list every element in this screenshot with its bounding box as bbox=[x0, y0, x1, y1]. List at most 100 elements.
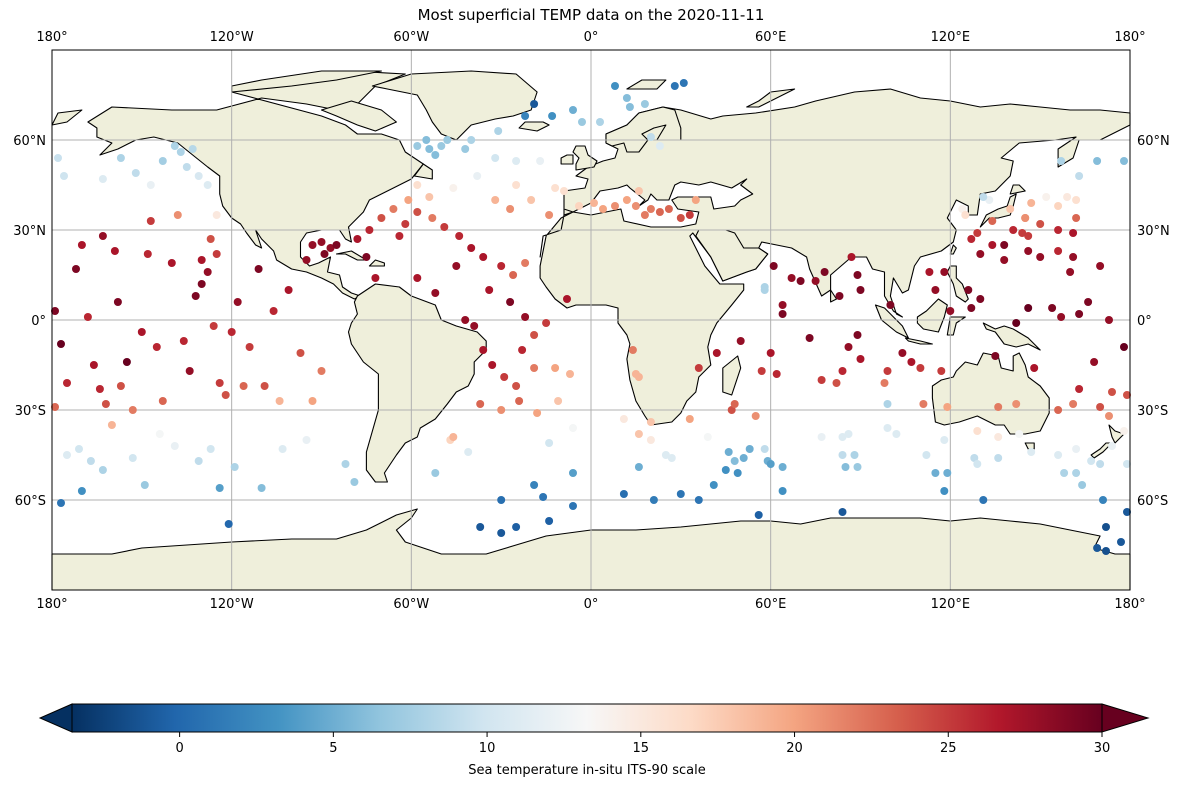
temperature-point bbox=[515, 397, 524, 405]
temperature-point bbox=[661, 451, 670, 459]
temperature-point bbox=[512, 382, 521, 390]
temperature-point bbox=[820, 268, 829, 276]
temperature-point bbox=[1024, 232, 1033, 240]
temperature-point bbox=[622, 94, 631, 102]
temperature-point bbox=[1054, 226, 1063, 234]
temperature-point bbox=[77, 487, 86, 495]
temperature-point bbox=[979, 496, 988, 504]
temperature-point bbox=[1006, 205, 1015, 213]
colorbar-extend-min bbox=[38, 703, 73, 733]
temperature-point bbox=[1069, 229, 1078, 237]
temperature-point bbox=[667, 454, 676, 462]
temperature-point bbox=[1090, 358, 1099, 366]
temperature-point bbox=[712, 349, 721, 357]
temperature-point bbox=[569, 469, 577, 477]
landmass-hispaniola bbox=[368, 259, 385, 267]
temperature-point bbox=[817, 376, 826, 384]
temperature-point bbox=[1108, 442, 1116, 450]
temperature-point bbox=[724, 448, 733, 456]
temperature-point bbox=[485, 286, 494, 294]
temperature-point bbox=[554, 397, 563, 405]
temperature-point bbox=[611, 202, 619, 210]
temperature-point bbox=[167, 259, 176, 267]
temperature-point bbox=[497, 406, 506, 414]
temperature-point bbox=[970, 454, 979, 462]
temperature-point bbox=[733, 469, 742, 477]
temperature-point bbox=[137, 328, 146, 336]
landmass-south-america bbox=[347, 283, 487, 483]
temperature-point bbox=[308, 397, 317, 405]
lat-tick-label-right: 60°S bbox=[1137, 494, 1168, 509]
temperature-point bbox=[745, 445, 754, 453]
temperature-point bbox=[98, 175, 107, 183]
temperature-point bbox=[437, 142, 446, 150]
temperature-point bbox=[530, 331, 539, 339]
temperature-point bbox=[54, 154, 62, 162]
temperature-point bbox=[883, 424, 892, 432]
temperature-point bbox=[443, 136, 452, 144]
lon-tick-label-top: 60°E bbox=[755, 30, 786, 45]
temperature-point bbox=[844, 430, 853, 438]
lat-tick-label-right: 60°N bbox=[1137, 134, 1170, 149]
temperature-point bbox=[676, 490, 685, 498]
temperature-point bbox=[937, 367, 946, 375]
temperature-point bbox=[853, 463, 862, 471]
lat-tick-label-left: 30°N bbox=[13, 224, 46, 239]
temperature-point bbox=[197, 280, 206, 288]
landmass-iceland bbox=[518, 121, 550, 132]
temperature-point bbox=[296, 349, 305, 357]
temperature-point bbox=[455, 232, 464, 240]
temperature-point bbox=[404, 196, 413, 204]
temperature-point bbox=[856, 286, 865, 294]
temperature-point bbox=[850, 451, 859, 459]
temperature-point bbox=[506, 205, 515, 213]
temperature-point bbox=[596, 118, 604, 126]
colorbar-tick-label: 10 bbox=[479, 741, 496, 756]
temperature-point bbox=[230, 463, 239, 471]
lat-tick-label-right: 30°N bbox=[1137, 224, 1170, 239]
temperature-point bbox=[1057, 313, 1066, 321]
lat-tick-label-right: 0° bbox=[1137, 314, 1152, 329]
temperature-point bbox=[778, 310, 787, 318]
temperature-point bbox=[796, 277, 805, 285]
lon-tick-label-bottom: 60°E bbox=[755, 597, 786, 612]
temperature-point bbox=[1018, 229, 1027, 237]
temperature-point bbox=[57, 340, 65, 348]
temperature-point bbox=[772, 370, 781, 378]
temperature-point bbox=[886, 301, 895, 309]
landmass-sri-lanka bbox=[830, 289, 838, 303]
temperature-point bbox=[425, 145, 434, 153]
temperature-point bbox=[751, 412, 760, 420]
temperature-point bbox=[838, 433, 847, 441]
temperature-point bbox=[488, 361, 497, 369]
temperature-point bbox=[1048, 304, 1057, 312]
temperature-point bbox=[413, 208, 422, 216]
temperature-point bbox=[898, 349, 907, 357]
temperature-point bbox=[461, 145, 470, 153]
temperature-point bbox=[170, 442, 179, 450]
temperature-point bbox=[1123, 391, 1131, 399]
temperature-point bbox=[1030, 364, 1039, 372]
temperature-point bbox=[634, 187, 643, 195]
temperature-point bbox=[625, 103, 634, 111]
temperature-point bbox=[257, 484, 266, 492]
lat-tick-label-left: 0° bbox=[31, 314, 46, 329]
temperature-point bbox=[422, 136, 431, 144]
temperature-point bbox=[308, 241, 317, 249]
temperature-point bbox=[940, 268, 949, 276]
temperature-point bbox=[260, 382, 269, 390]
temperature-point bbox=[622, 196, 631, 204]
temperature-point bbox=[940, 487, 949, 495]
landmass-borneo bbox=[916, 298, 948, 333]
temperature-point bbox=[919, 400, 928, 408]
temperature-point bbox=[1078, 481, 1087, 489]
temperature-point bbox=[51, 403, 59, 411]
temperature-point bbox=[431, 151, 440, 159]
temperature-point bbox=[856, 355, 865, 363]
temperature-point bbox=[479, 253, 488, 261]
temperature-point bbox=[128, 406, 137, 414]
temperature-point bbox=[245, 343, 254, 351]
temperature-point bbox=[685, 211, 694, 219]
temperature-point bbox=[778, 463, 787, 471]
temperature-point bbox=[1069, 253, 1078, 261]
